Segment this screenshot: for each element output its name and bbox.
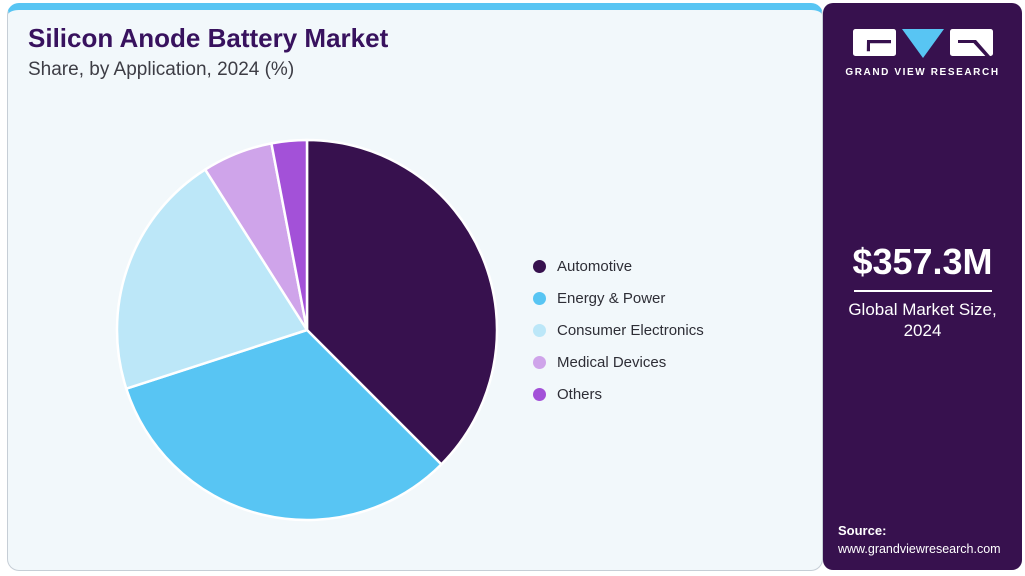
legend-label: Others <box>557 385 603 403</box>
market-size-value: $357.3M <box>852 241 993 282</box>
brand-name: GRAND VIEW RESEARCH <box>845 67 1000 78</box>
legend-swatch-icon <box>533 387 546 401</box>
legend-item: Automotive <box>533 250 704 282</box>
pie-slice-automotive <box>305 138 499 466</box>
market-size-caption-line2: 2024 <box>903 321 942 341</box>
chart-legend: Automotive Energy & Power Consumer Electro… <box>533 250 704 410</box>
pie-slice-energy-power <box>125 328 443 522</box>
source-block: Source: www.grandviewresearch.com <box>838 522 1001 558</box>
page-subtitle: Share, by Application, 2024 (%) <box>28 59 295 80</box>
source-label: Source: <box>838 523 887 539</box>
chart-panel: Silicon Anode Battery Market Share, by A… <box>7 3 823 571</box>
pie-chart-area <box>107 130 507 530</box>
legend-swatch-icon <box>533 291 546 305</box>
legend-item: Consumer Electronics <box>533 314 704 346</box>
pie-slice-others <box>270 138 309 332</box>
market-size-block: $357.3M Global Market Size, 2024 <box>823 241 1022 342</box>
legend-label: Energy & Power <box>557 289 666 307</box>
legend-swatch-icon <box>533 259 546 273</box>
legend-swatch-icon <box>533 323 546 337</box>
pie-slice-consumer-electronics <box>115 168 309 390</box>
page-title: Silicon Anode Battery Market <box>28 23 389 53</box>
grand-view-research-logo-icon <box>852 29 993 60</box>
legend-label: Automotive <box>557 257 633 275</box>
legend-item: Others <box>533 378 704 410</box>
legend-swatch-icon <box>533 355 546 369</box>
source-url: www.grandviewresearch.com <box>838 542 1001 557</box>
legend-item: Energy & Power <box>533 282 704 314</box>
brand-sidebar: GRAND VIEW RESEARCH $357.3M Global Marke… <box>823 3 1022 570</box>
market-size-caption: Global Market Size, 2024 <box>823 299 1022 342</box>
market-size-caption-line1: Global Market Size, <box>848 300 997 319</box>
pie-chart <box>115 138 499 522</box>
brand-block: GRAND VIEW RESEARCH <box>823 27 1022 78</box>
divider <box>853 290 992 292</box>
legend-label: Medical Devices <box>557 353 667 371</box>
legend-item: Medical Devices <box>533 346 704 378</box>
legend-label: Consumer Electronics <box>557 321 704 339</box>
